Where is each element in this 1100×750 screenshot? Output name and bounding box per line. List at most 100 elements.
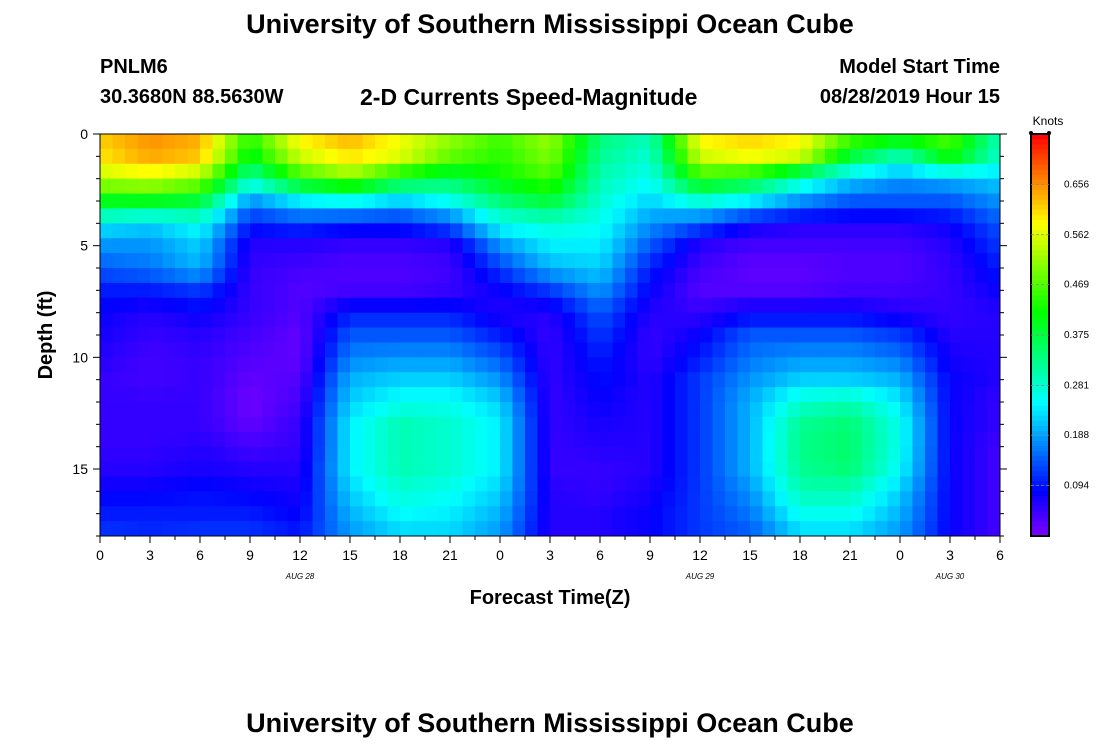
heatmap-cell — [750, 253, 763, 269]
heatmap-cell — [425, 178, 438, 194]
heatmap-cell — [225, 238, 238, 254]
heatmap-cell — [650, 357, 663, 373]
heatmap-cell — [125, 357, 138, 373]
heatmap-cell — [575, 446, 588, 462]
heatmap-cell — [225, 148, 238, 165]
heatmap-cell — [750, 178, 763, 194]
heatmap-cell — [600, 268, 613, 284]
heatmap-cell — [187, 312, 201, 328]
heatmap-cell — [687, 506, 701, 522]
heatmap-cell — [925, 446, 938, 462]
heatmap-cell — [637, 134, 651, 150]
heatmap-cell — [950, 402, 963, 418]
heatmap-cell — [762, 312, 776, 328]
heatmap-cell — [887, 431, 901, 448]
heatmap-cell — [862, 268, 876, 284]
heatmap-cell — [675, 446, 688, 462]
x-axis-label: Forecast Time(Z) — [470, 587, 631, 609]
heatmap-cell — [787, 327, 801, 343]
heatmap-cell — [612, 282, 626, 299]
heatmap-cell — [437, 342, 451, 358]
heatmap-cell — [862, 134, 876, 150]
heatmap-cell — [512, 193, 526, 209]
heatmap-cell — [150, 416, 163, 433]
heatmap-cell — [975, 521, 988, 537]
heatmap-cell — [712, 238, 726, 254]
heatmap-cell — [737, 178, 751, 194]
heatmap-cell — [875, 387, 888, 403]
heatmap-cell — [712, 253, 726, 269]
heatmap-cell — [462, 446, 476, 462]
heatmap-cell — [412, 431, 426, 448]
heatmap-cell — [612, 134, 626, 150]
heatmap-cell — [225, 476, 238, 492]
heatmap-cell — [200, 431, 213, 448]
heatmap-cell — [375, 372, 388, 388]
heatmap-cell — [625, 312, 638, 328]
heatmap-cell — [225, 253, 238, 269]
heatmap-cell — [187, 461, 201, 477]
heatmap-cell — [200, 491, 213, 507]
heatmap-cell — [525, 461, 538, 477]
heatmap-cell — [600, 163, 613, 180]
heatmap-cell — [425, 268, 438, 284]
heatmap-cell — [237, 178, 251, 194]
heatmap-cell — [450, 148, 463, 165]
heatmap-cell — [212, 282, 226, 299]
heatmap-cell — [487, 476, 501, 492]
heatmap-cell — [462, 193, 476, 209]
colorbar-tick-label: 0.281 — [1064, 380, 1089, 391]
heatmap-cell — [750, 461, 763, 477]
heatmap-cell — [762, 223, 776, 239]
heatmap-cell — [812, 253, 826, 269]
heatmap-cell — [662, 163, 676, 180]
heatmap-cell — [387, 372, 401, 388]
heatmap-cell — [700, 134, 713, 150]
heatmap-cell — [587, 238, 601, 254]
heatmap-cell — [362, 282, 376, 299]
heatmap-cell — [687, 327, 701, 343]
heatmap-cell — [575, 491, 588, 507]
heatmap-cell — [200, 402, 213, 418]
heatmap-cell — [900, 402, 913, 418]
heatmap-cell — [512, 223, 526, 239]
heatmap-cell — [212, 223, 226, 239]
heatmap-cell — [412, 297, 426, 314]
heatmap-cell — [450, 193, 463, 209]
heatmap-cell — [775, 387, 788, 403]
heatmap-cell — [275, 431, 288, 448]
x-tick-label: 18 — [392, 547, 408, 563]
heatmap-cell — [575, 253, 588, 269]
heatmap-cell — [125, 416, 138, 433]
heatmap-cell — [600, 312, 613, 328]
heatmap-cell — [900, 506, 913, 522]
heatmap-cell — [462, 506, 476, 522]
heatmap-cell — [512, 491, 526, 507]
heatmap-cell — [462, 431, 476, 448]
heatmap-cell — [312, 312, 326, 328]
heatmap-cell — [575, 327, 588, 343]
heatmap-cell — [275, 387, 288, 403]
colorbar-swatch — [1031, 219, 1049, 225]
heatmap-cell — [250, 238, 263, 254]
heatmap-cell — [137, 223, 151, 239]
heatmap-cell — [387, 476, 401, 492]
heatmap-cell — [375, 402, 388, 418]
heatmap-cell — [450, 327, 463, 343]
heatmap-cell — [225, 416, 238, 433]
heatmap-cell — [475, 178, 488, 194]
colorbar-swatch — [1031, 289, 1049, 296]
heatmap-cell — [875, 238, 888, 254]
heatmap-cell — [487, 134, 501, 150]
heatmap-cell — [312, 387, 326, 403]
heatmap-cell — [287, 476, 301, 492]
heatmap-cell — [737, 327, 751, 343]
heatmap-cell — [925, 357, 938, 373]
heatmap-cell — [962, 327, 976, 343]
colorbar-swatch — [1031, 415, 1049, 421]
heatmap-cell — [237, 208, 251, 224]
heatmap-cell — [262, 253, 276, 269]
heatmap-cell — [862, 193, 876, 209]
heatmap-cell — [687, 431, 701, 448]
heatmap-cell — [175, 476, 188, 492]
